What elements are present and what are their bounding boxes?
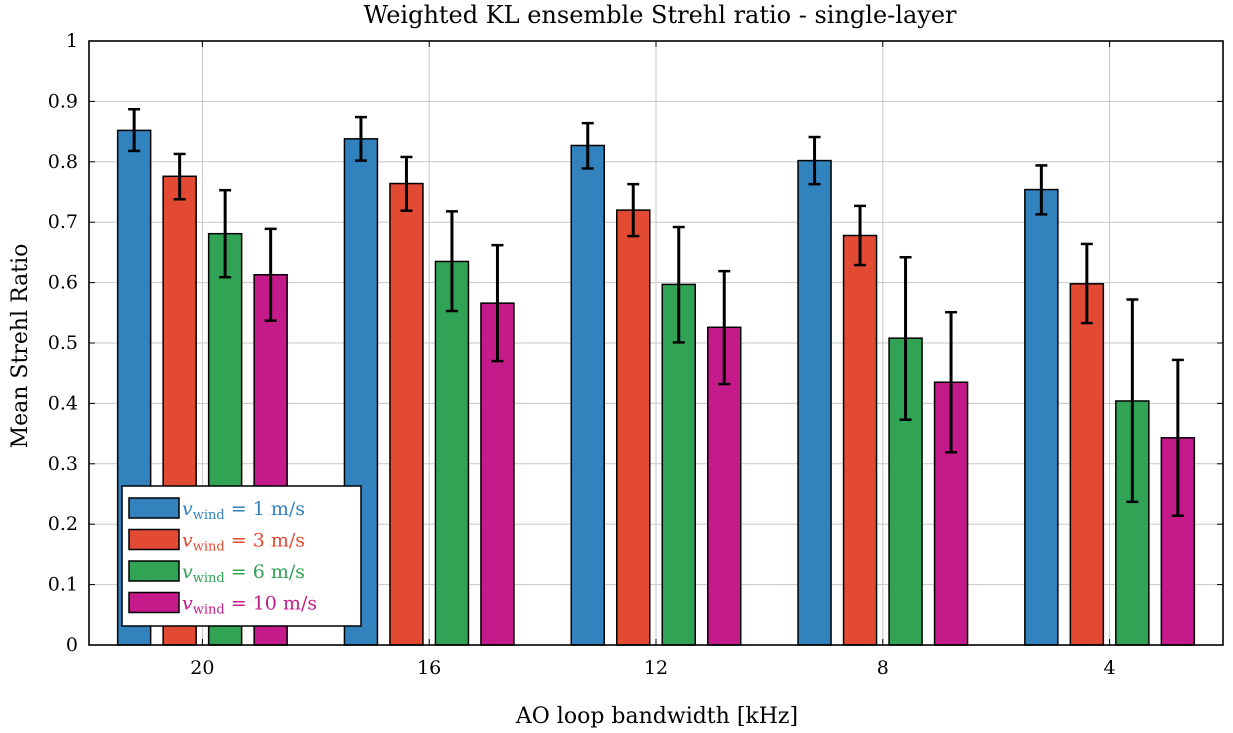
bar bbox=[1024, 188, 1059, 646]
y-tick-label: 0.7 bbox=[48, 211, 78, 233]
y-tick-label: 0 bbox=[66, 634, 78, 656]
x-tick-label: 20 bbox=[190, 657, 214, 679]
legend-label: vwind = 6 m/s bbox=[182, 561, 305, 586]
bars bbox=[116, 129, 1196, 646]
legend-label: vwind = 3 m/s bbox=[182, 530, 305, 555]
y-tick-label: 0.9 bbox=[48, 90, 78, 112]
legend-label: vwind = 10 m/s bbox=[182, 593, 317, 618]
bar bbox=[797, 159, 832, 646]
bar bbox=[570, 144, 605, 646]
error-bars bbox=[128, 108, 1184, 517]
y-tick-label: 0.2 bbox=[48, 513, 78, 535]
legend-swatch bbox=[128, 497, 180, 519]
x-axis-label: AO loop bandwidth [kHz] bbox=[515, 704, 798, 729]
y-axis-label: Mean Strehl Ratio bbox=[8, 244, 33, 449]
y-tick-label: 0.8 bbox=[48, 151, 78, 173]
x-tick-label: 8 bbox=[877, 657, 889, 679]
x-tick-label: 12 bbox=[644, 657, 668, 679]
y-tick-label: 0.1 bbox=[48, 574, 78, 596]
legend: vwind = 1 m/s vwind = 3 m/s vwind = 6 m/s v… bbox=[121, 485, 362, 627]
bar bbox=[616, 209, 651, 646]
y-tick-label: 1 bbox=[66, 30, 78, 52]
y-tick-label: 0.5 bbox=[48, 332, 78, 354]
bar bbox=[434, 260, 470, 646]
x-tick-label: 4 bbox=[1104, 657, 1116, 679]
bar bbox=[1069, 283, 1105, 646]
y-tick-label: 0.6 bbox=[48, 272, 78, 294]
legend-swatch bbox=[128, 560, 180, 582]
bar bbox=[389, 182, 424, 646]
y-tick-label: 0.4 bbox=[48, 392, 78, 414]
y-tick-label: 0.3 bbox=[48, 453, 78, 475]
legend-swatch bbox=[128, 591, 180, 614]
chart-title: Weighted KL ensemble Strehl ratio - sing… bbox=[363, 1, 957, 29]
axis-ticks: 0 0.1 0.2 0.3 0.4 0.5 0.6 0.7 0.8 0.9 1 20 16 12 8 4 bbox=[48, 30, 1223, 679]
bar bbox=[842, 234, 878, 646]
legend-swatch bbox=[128, 528, 180, 551]
x-tick-label: 16 bbox=[417, 657, 441, 679]
legend-label: vwind = 1 m/s bbox=[182, 498, 305, 523]
